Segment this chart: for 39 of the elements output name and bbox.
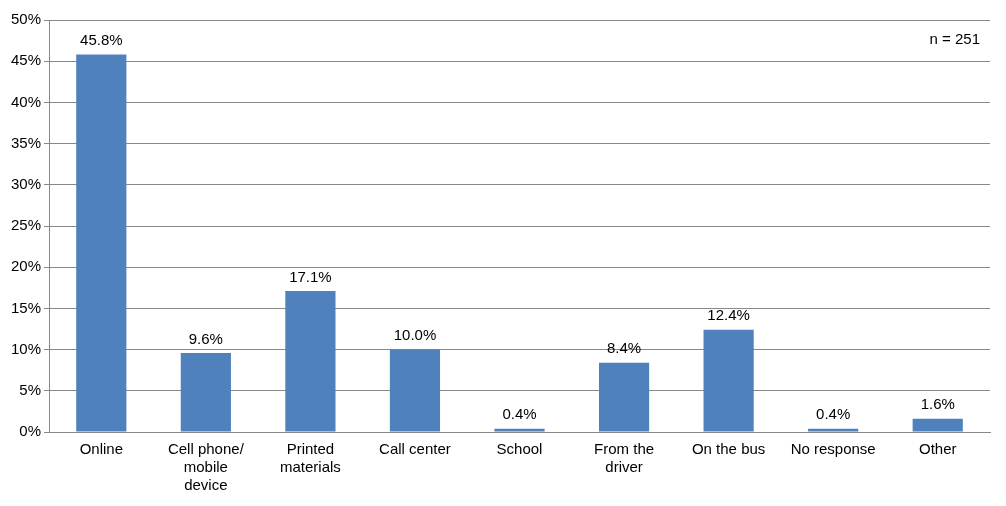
bar [389, 349, 441, 432]
x-tick-label: Printed materials [279, 440, 341, 476]
x-tick-label: Call center [379, 440, 451, 458]
y-tick-label: 40% [10, 92, 42, 110]
x-tick-label: No response [790, 440, 876, 458]
y-tick-label: 15% [10, 298, 42, 316]
bar [285, 291, 336, 432]
data-label: 10.0% [393, 326, 437, 344]
y-tick-label: 30% [10, 174, 42, 192]
bar [808, 428, 859, 432]
y-tick-label: 0% [19, 422, 42, 440]
y-tick-label: 35% [10, 133, 42, 151]
data-label: 1.6% [920, 395, 955, 413]
x-tick-label: Other [918, 440, 957, 458]
data-label: 9.6% [188, 329, 223, 347]
data-label: 0.4% [502, 405, 537, 423]
data-label: 0.4% [816, 405, 851, 423]
bar [912, 418, 963, 432]
data-label: 45.8% [80, 31, 123, 49]
bar [180, 352, 231, 432]
y-tick-label: 50% [10, 10, 42, 28]
annotation: n = 251 [929, 29, 980, 47]
x-tick-label: Cell phone/ mobile device [167, 440, 245, 494]
bar [703, 329, 754, 432]
data-label: 8.4% [606, 339, 642, 357]
y-tick-label: 20% [10, 257, 42, 275]
bar [76, 54, 127, 432]
bar [598, 362, 650, 432]
x-tick-label: School [496, 440, 543, 458]
data-label: 17.1% [289, 267, 332, 285]
x-tick-label: Online [79, 440, 123, 458]
bar [494, 428, 545, 432]
x-tick-label: From the driver [594, 440, 655, 476]
y-tick-label: 10% [10, 339, 42, 357]
data-label: 12.4% [707, 306, 750, 324]
x-tick-label: On the bus [691, 440, 766, 458]
y-tick-label: 5% [19, 380, 42, 398]
y-tick-label: 25% [10, 216, 42, 234]
y-tick-label: 45% [10, 51, 42, 69]
